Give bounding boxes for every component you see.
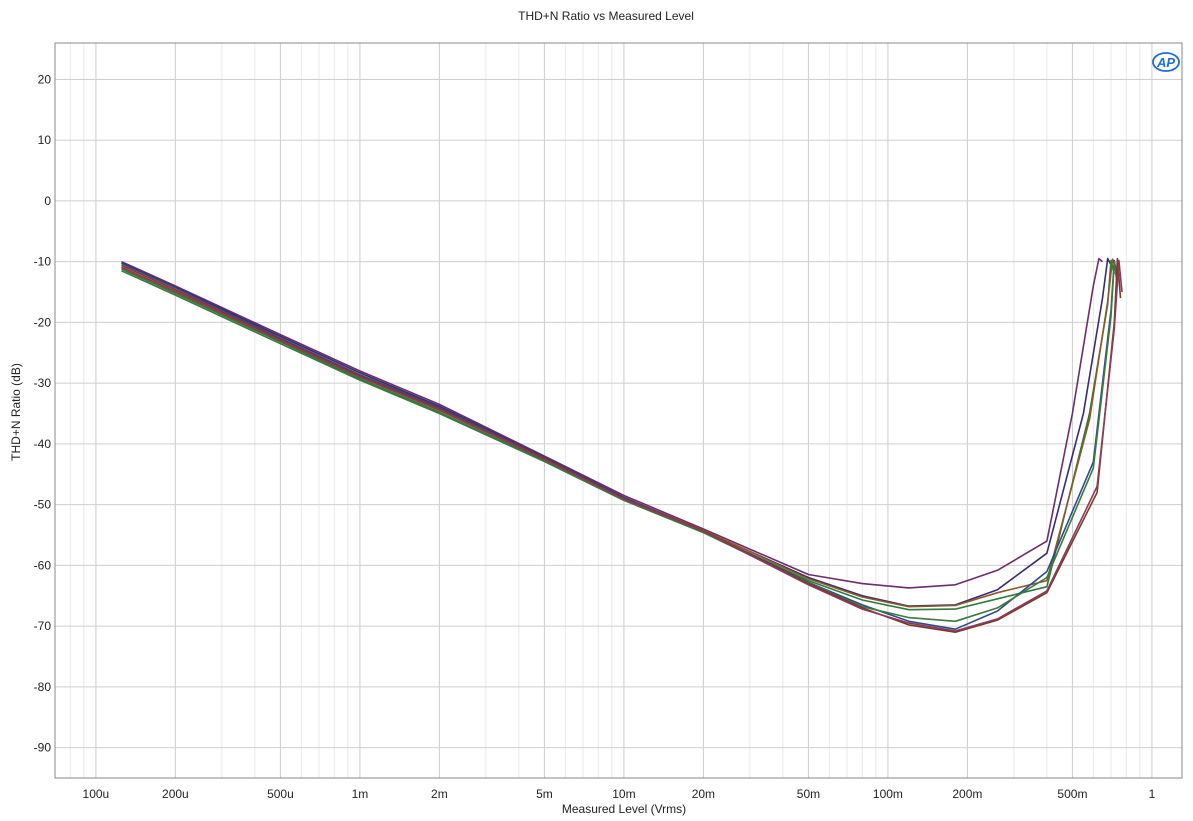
- x-tick-label: 5m: [536, 787, 553, 801]
- y-tick-label: -40: [34, 437, 52, 451]
- x-tick-label: 200m: [952, 787, 982, 801]
- x-tick-label: 1: [1149, 787, 1156, 801]
- series-line-2: [121, 257, 1112, 607]
- x-tick-label: 100u: [83, 787, 110, 801]
- ap-logo-text: AP: [1156, 55, 1175, 70]
- x-axis-label: Measured Level (Vrms): [562, 802, 686, 816]
- x-tick-label: 200u: [162, 787, 189, 801]
- y-axis-ticks: 20 10 0 -10 -20 -30 -40 -50 -60 -70 -80 -90: [34, 72, 52, 754]
- y-tick-label: 10: [38, 133, 52, 147]
- y-tick-label: -90: [34, 741, 52, 755]
- y-axis-label: THD+N Ratio (dB): [9, 363, 23, 461]
- series-group: [121, 257, 1123, 634]
- series-line-3: [121, 259, 1116, 611]
- y-tick-label: -20: [34, 315, 52, 329]
- y-tick-label: -70: [34, 619, 52, 633]
- x-tick-label: 100m: [873, 787, 903, 801]
- series-line-6: [121, 260, 1119, 623]
- grid: [54, 43, 1182, 778]
- x-tick-label: 500u: [267, 787, 294, 801]
- x-tick-label: 1m: [352, 787, 369, 801]
- series-line-8: [121, 259, 1123, 632]
- x-tick-label: 10m: [612, 787, 635, 801]
- x-tick-label: 2m: [431, 787, 448, 801]
- plot-area: [54, 42, 1183, 779]
- chart-title: THD+N Ratio vs Measured Level: [518, 9, 694, 23]
- y-tick-label: -80: [34, 680, 52, 694]
- series-line-5: [121, 259, 1119, 631]
- x-tick-label: 500m: [1057, 787, 1087, 801]
- series-line-1: [121, 257, 1104, 589]
- series-line-7: [121, 257, 1122, 634]
- x-axis-ticks: 100u 200u 500u 1m 2m 5m 10m 20m 50m 100m 200m 500m 1: [83, 787, 1156, 801]
- y-tick-label: 0: [44, 194, 51, 208]
- x-tick-label: 20m: [692, 787, 715, 801]
- ap-logo: AP: [1152, 52, 1180, 72]
- y-tick-label: 20: [38, 72, 52, 86]
- series-line-4: [121, 258, 1117, 608]
- y-tick-label: -50: [34, 498, 52, 512]
- y-tick-label: -10: [34, 255, 52, 269]
- y-tick-label: -30: [34, 376, 52, 390]
- y-tick-label: -60: [34, 558, 52, 572]
- x-tick-label: 50m: [797, 787, 820, 801]
